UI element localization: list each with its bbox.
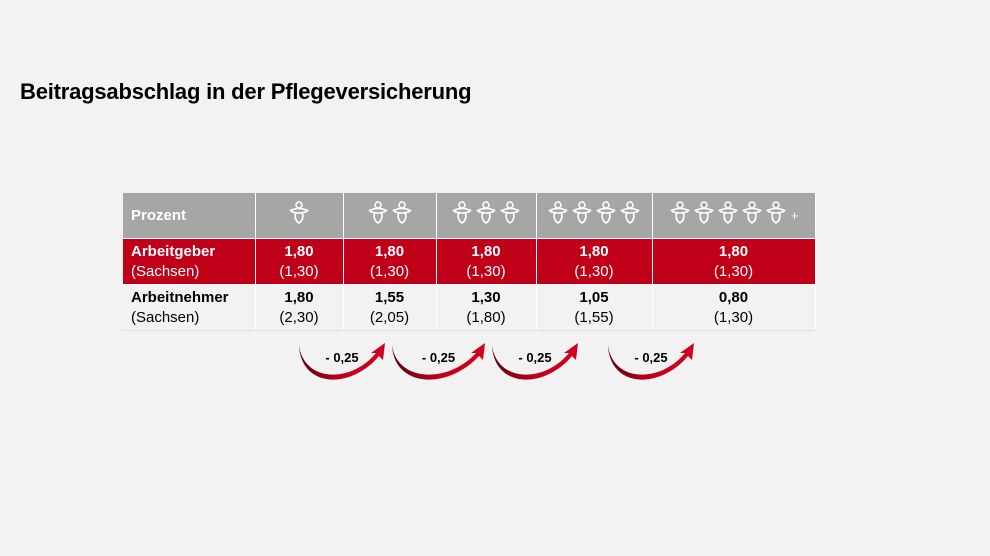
pacifier-icon <box>452 200 472 224</box>
header-children-4 <box>536 193 653 239</box>
pacifier-icon <box>741 200 762 224</box>
pacifier-icon <box>620 200 640 224</box>
row-label: Arbeitgeber <box>131 242 216 260</box>
cell-value: 1,55 <box>374 288 405 306</box>
pacifier-icon <box>693 200 714 224</box>
table-cell: 1,80 (1,30) <box>255 238 344 285</box>
header-label: Prozent <box>123 193 256 239</box>
table-cell: 1,05 (1,55) <box>536 284 653 331</box>
pacifier-icon <box>289 200 309 224</box>
cell-subvalue: (2,30) <box>279 308 319 326</box>
cell-value: 0,80 <box>718 288 749 306</box>
row-label: Arbeitnehmer <box>131 288 229 306</box>
cell-subvalue: (1,30) <box>574 262 614 280</box>
header-children-5-plus: + <box>652 193 816 239</box>
pacifier-icon <box>391 200 412 224</box>
cell-value: 1,80 <box>471 242 501 260</box>
header-children-2 <box>343 193 437 239</box>
pacifier-icon <box>669 200 690 224</box>
table-cell: 1,80 (2,30) <box>255 284 344 331</box>
row-label-employer: Arbeitgeber (Sachsen) <box>123 238 256 285</box>
pacifier-icon <box>500 200 520 224</box>
pacifier-icon <box>548 200 568 224</box>
table-cell: 1,80 (1,30) <box>343 238 437 285</box>
cell-subvalue: (1,30) <box>466 262 506 280</box>
cell-value: 1,80 <box>284 242 314 260</box>
plus-sign: + <box>790 207 799 223</box>
cell-subvalue: (1,30) <box>369 262 410 280</box>
cell-subvalue: (1,80) <box>466 308 506 326</box>
contribution-table: Prozent + Arbeitgeber (Sachsen) 1,80 (1,3… <box>123 193 816 331</box>
pacifier-icon <box>765 200 786 224</box>
header-children-3 <box>436 193 537 239</box>
cell-subvalue: (1,30) <box>279 262 319 280</box>
cell-value: 1,30 <box>471 288 501 306</box>
cell-value: 1,80 <box>579 242 609 260</box>
cell-value: 1,80 <box>284 288 314 306</box>
table-cell: 0,80 (1,30) <box>652 284 816 331</box>
cell-value: 1,80 <box>718 242 749 260</box>
cell-subvalue: (1,30) <box>713 262 754 280</box>
pacifier-icon <box>596 200 616 224</box>
reduction-label: - 0,25 <box>634 350 668 365</box>
page-title: Beitragsabschlag in der Pflegeversicheru… <box>20 79 472 104</box>
table-header-row: Prozent + <box>123 193 816 239</box>
cell-subvalue: (1,55) <box>574 308 614 326</box>
header-children-1 <box>255 193 344 239</box>
table-cell: 1,80 (1,30) <box>536 238 653 285</box>
row-sublabel: (Sachsen) <box>131 262 200 280</box>
cell-subvalue: (2,05) <box>369 308 410 326</box>
cell-value: 1,05 <box>579 288 609 306</box>
table-row-employee: Arbeitnehmer (Sachsen) 1,80 (2,30) 1,55 (2… <box>123 284 816 331</box>
reduction-label: - 0,25 <box>518 350 552 365</box>
table-cell: 1,55 (2,05) <box>343 284 437 331</box>
pacifier-icon <box>572 200 592 224</box>
reduction-label: - 0,25 <box>325 350 359 365</box>
cell-value: 1,80 <box>374 242 405 260</box>
pacifier-icon <box>476 200 496 224</box>
cell-subvalue: (1,30) <box>713 308 754 326</box>
reduction-label: - 0,25 <box>421 350 456 365</box>
pacifier-icon <box>367 200 388 224</box>
pacifier-icon <box>717 200 738 224</box>
table-cell: 1,30 (1,80) <box>436 284 537 331</box>
row-sublabel: (Sachsen) <box>131 308 200 326</box>
table-cell: 1,80 (1,30) <box>652 238 816 285</box>
row-label-employee: Arbeitnehmer (Sachsen) <box>123 284 256 331</box>
table-row-employer: Arbeitgeber (Sachsen) 1,80 (1,30) 1,80 (1,… <box>123 238 816 285</box>
table-cell: 1,80 (1,30) <box>436 238 537 285</box>
